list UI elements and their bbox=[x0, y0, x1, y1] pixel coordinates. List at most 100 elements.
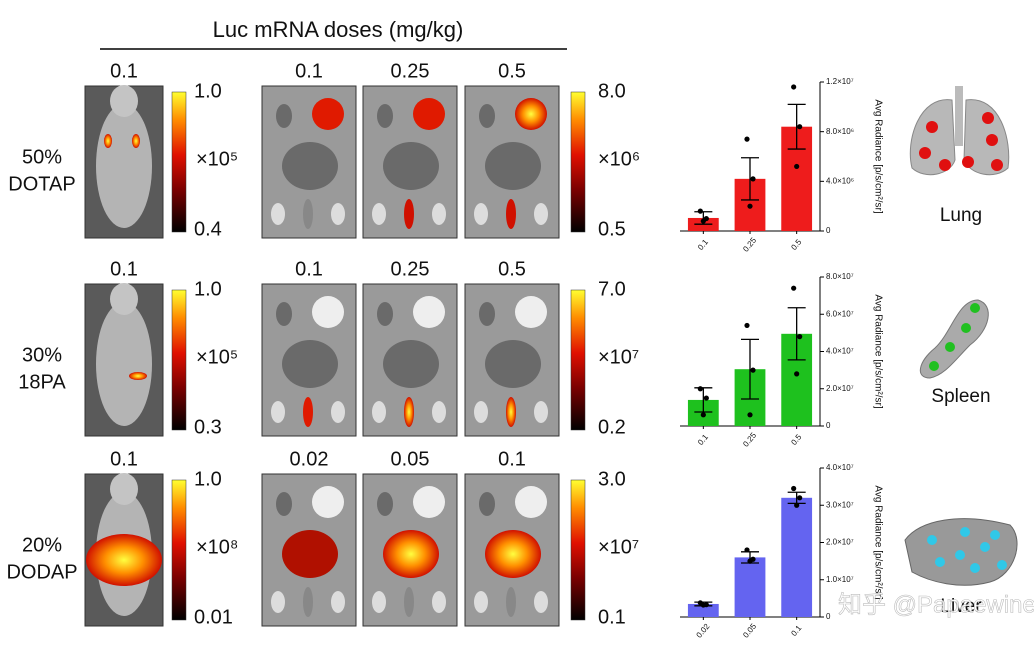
organ-name: Lung bbox=[940, 205, 982, 226]
data-point bbox=[791, 84, 797, 90]
kidney bbox=[331, 203, 345, 225]
colorbar bbox=[171, 91, 187, 233]
colorbar-unit: ×10⁵ bbox=[196, 148, 238, 170]
lungs bbox=[312, 98, 344, 130]
lungs bbox=[515, 296, 547, 328]
y-axis-label: Avg Radiance [p/s/cm²/sr] bbox=[872, 485, 883, 600]
data-point bbox=[747, 203, 753, 209]
data-point bbox=[794, 371, 800, 377]
liver bbox=[282, 530, 338, 578]
row-label: 20% bbox=[22, 534, 62, 556]
header: Luc mRNA doses (mg/kg) bbox=[213, 17, 464, 42]
spleen bbox=[506, 199, 516, 229]
dose-label: 0.1 bbox=[498, 448, 526, 470]
colorbar-max: 3.0 bbox=[598, 468, 626, 490]
kidney bbox=[372, 401, 386, 423]
colorbar-min: 0.4 bbox=[194, 218, 222, 240]
colorbar bbox=[570, 289, 586, 431]
liver bbox=[282, 340, 338, 388]
y-tick-label: 2.0×10⁷ bbox=[826, 538, 854, 547]
kidney bbox=[331, 591, 345, 613]
kidney bbox=[331, 401, 345, 423]
y-tick-label: 4.0×10⁷ bbox=[826, 463, 854, 472]
data-point bbox=[700, 602, 706, 608]
colorbar-max: 1.0 bbox=[194, 278, 222, 300]
liver bbox=[383, 530, 439, 578]
x-tick-label: 0.5 bbox=[789, 237, 803, 252]
heart bbox=[479, 302, 495, 326]
colorbar bbox=[171, 289, 187, 431]
x-tick-label: 0.5 bbox=[789, 432, 803, 447]
colorbar bbox=[570, 479, 586, 621]
organ-name: Liver bbox=[940, 596, 982, 617]
colorbar-unit: ×10⁵ bbox=[196, 346, 238, 368]
heart bbox=[276, 104, 292, 128]
data-point bbox=[703, 395, 709, 401]
y-tick-label: 0 bbox=[826, 612, 831, 621]
x-tick-label: 0.25 bbox=[741, 430, 758, 448]
kidney bbox=[474, 591, 488, 613]
data-point bbox=[700, 218, 706, 224]
dose-label: 0.25 bbox=[391, 258, 430, 280]
data-point bbox=[700, 412, 706, 418]
dose-label: 0.1 bbox=[295, 60, 323, 82]
y-tick-label: 0 bbox=[826, 226, 831, 235]
dose-label: 0.1 bbox=[110, 60, 138, 82]
colorbar-min: 0.01 bbox=[194, 606, 233, 628]
lungs bbox=[413, 296, 445, 328]
x-tick-label: 0.1 bbox=[696, 237, 710, 252]
y-axis-label: Avg Radiance [p/s/cm²/sr] bbox=[872, 294, 883, 409]
liver bbox=[485, 340, 541, 388]
dose-label: 0.5 bbox=[498, 60, 526, 82]
y-tick-label: 4.0×10⁷ bbox=[826, 347, 854, 356]
y-tick-label: 6.0×10⁷ bbox=[826, 309, 854, 318]
x-tick-label: 0.1 bbox=[696, 432, 710, 447]
error-bar bbox=[787, 103, 806, 150]
dose-label: 0.1 bbox=[110, 258, 138, 280]
signal bbox=[104, 134, 112, 148]
error-bar bbox=[741, 157, 759, 201]
liver bbox=[282, 142, 338, 190]
y-tick-label: 3.0×10⁷ bbox=[826, 500, 854, 509]
mouse-head bbox=[110, 473, 138, 505]
row-label: 30% bbox=[22, 344, 62, 366]
kidney bbox=[372, 203, 386, 225]
dose-label: 0.25 bbox=[391, 60, 430, 82]
bar bbox=[687, 603, 719, 617]
bar bbox=[734, 557, 766, 617]
heart bbox=[377, 104, 393, 128]
y-tick-label: 4.0×10⁶ bbox=[826, 176, 854, 185]
data-point bbox=[747, 412, 753, 418]
data-point bbox=[750, 176, 756, 182]
spleen bbox=[506, 397, 516, 427]
kidney bbox=[271, 401, 285, 423]
lungs bbox=[515, 98, 547, 130]
y-axis-label: Avg Radiance [p/s/cm²/sr] bbox=[872, 99, 883, 214]
y-tick-label: 2.0×10⁷ bbox=[826, 384, 854, 393]
spleen bbox=[303, 199, 313, 229]
spleen-icon bbox=[920, 299, 989, 379]
heart bbox=[479, 492, 495, 516]
mouse-head bbox=[110, 85, 138, 117]
colorbar-min: 0.3 bbox=[194, 416, 222, 438]
spleen bbox=[404, 199, 414, 229]
heart bbox=[377, 302, 393, 326]
signal bbox=[129, 372, 147, 380]
liver bbox=[383, 340, 439, 388]
data-point bbox=[744, 322, 750, 329]
spleen bbox=[303, 397, 313, 427]
spleen bbox=[404, 397, 414, 427]
y-tick-label: 1.2×10⁷ bbox=[826, 77, 854, 86]
colorbar-max: 1.0 bbox=[194, 468, 222, 490]
row-label: DOTAP bbox=[8, 173, 75, 195]
y-tick-label: 0 bbox=[826, 421, 831, 430]
row-label: DODAP bbox=[6, 561, 77, 583]
colorbar-unit: ×10⁸ bbox=[196, 536, 238, 558]
row-label: 50% bbox=[22, 146, 62, 168]
kidney bbox=[372, 591, 386, 613]
kidney bbox=[432, 401, 446, 423]
x-tick-label: 0.1 bbox=[789, 623, 803, 638]
data-point bbox=[697, 208, 703, 214]
data-point bbox=[797, 334, 803, 340]
spleen bbox=[303, 587, 313, 617]
